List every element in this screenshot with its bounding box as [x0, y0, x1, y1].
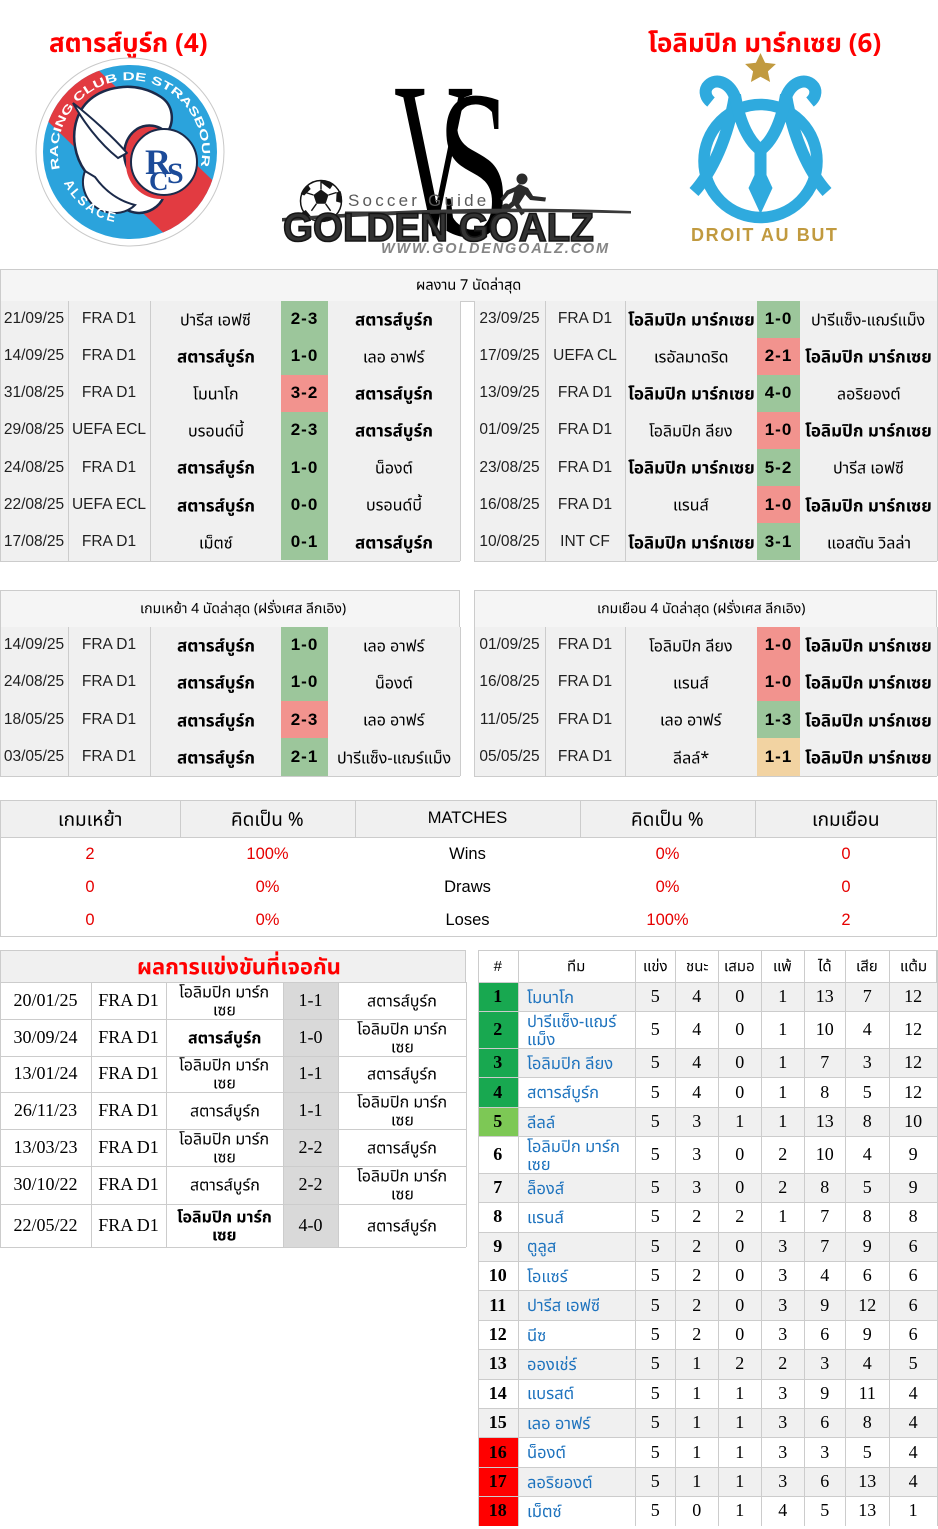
- svg-text:S: S: [438, 48, 512, 283]
- svg-text:V: V: [394, 37, 473, 281]
- svg-text:Soccer Guide: Soccer Guide: [348, 191, 489, 210]
- svg-text:S: S: [167, 157, 184, 190]
- svg-text:R: R: [145, 142, 172, 182]
- svg-text:GOLDEN GOALZ: GOLDEN GOALZ: [283, 205, 594, 250]
- svg-text:DROIT AU BUT: DROIT AU BUT: [691, 225, 839, 245]
- svg-text:WWW.GOLDENGOALZ.COM: WWW.GOLDENGOALZ.COM: [381, 241, 610, 257]
- svg-text:C: C: [149, 166, 169, 196]
